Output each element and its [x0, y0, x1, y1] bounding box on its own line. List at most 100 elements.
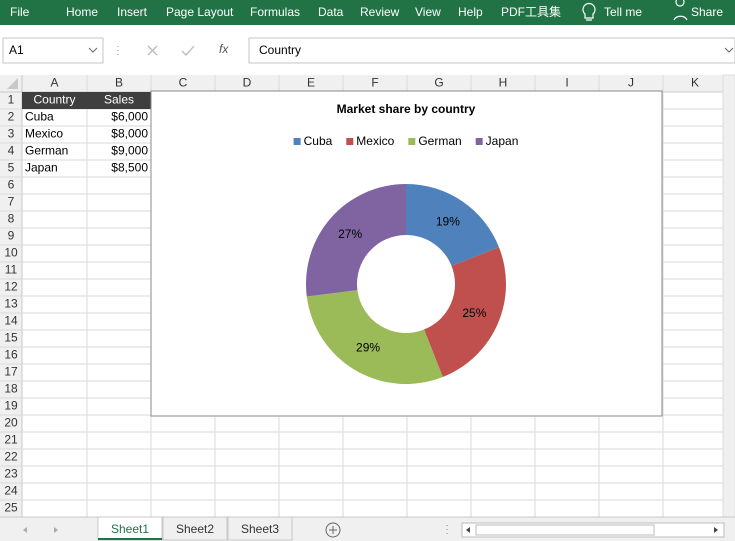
formula-content: Country [259, 43, 301, 57]
column-header[interactable]: I [565, 76, 568, 90]
row-header[interactable]: 16 [4, 348, 18, 362]
cell[interactable]: Cuba [25, 110, 54, 124]
ribbon-tab[interactable]: Data [318, 5, 344, 19]
row-header[interactable]: 12 [4, 280, 18, 294]
scroll-left[interactable] [23, 527, 27, 533]
column-header[interactable]: F [371, 76, 378, 90]
row-header[interactable]: 25 [4, 501, 18, 515]
row-header[interactable]: 20 [4, 416, 18, 430]
formula-input[interactable] [248, 37, 735, 64]
row-header[interactable]: 23 [4, 467, 18, 481]
corner-triangle [7, 78, 18, 89]
ribbon-tab[interactable]: File [10, 5, 30, 19]
legend-label: Mexico [356, 134, 394, 148]
chart-title: Market share by country [337, 102, 476, 116]
share-icon [673, 0, 688, 21]
row-header[interactable]: 18 [4, 382, 18, 396]
ribbon-tab[interactable]: PDF工具集 [501, 4, 561, 19]
data-label: 19% [436, 215, 460, 229]
ribbon-tab[interactable]: Help [458, 5, 483, 19]
legend-swatch [293, 138, 301, 145]
donut-segment[interactable] [424, 247, 506, 377]
row-header[interactable]: 15 [4, 331, 18, 345]
row-header[interactable]: 4 [8, 144, 15, 158]
legend-swatch [475, 138, 483, 145]
ribbon-tab[interactable]: Formulas [250, 5, 300, 19]
row-header[interactable]: 14 [4, 314, 18, 328]
donut-segment[interactable] [306, 184, 406, 297]
cell[interactable]: $8,000 [111, 127, 148, 141]
ribbon-tab[interactable]: Insert [117, 5, 148, 19]
add-sheet-plus [329, 526, 337, 534]
row-header[interactable]: 21 [4, 433, 18, 447]
column-header[interactable]: A [50, 76, 58, 90]
function-icon[interactable]: fx [219, 42, 229, 56]
cell[interactable]: $8,500 [111, 161, 148, 175]
ribbon-tab[interactable]: Page Layout [166, 5, 234, 19]
cell[interactable]: $9,000 [111, 144, 148, 158]
row-header-bg [0, 92, 22, 517]
ribbon-tab[interactable]: View [415, 5, 441, 19]
column-header[interactable]: B [115, 76, 123, 90]
data-label: 25% [462, 306, 486, 320]
column-header[interactable]: D [243, 76, 252, 90]
row-header[interactable]: 7 [8, 195, 15, 209]
row-header[interactable]: 8 [8, 212, 15, 226]
column-header[interactable]: C [179, 76, 188, 90]
column-header[interactable]: H [499, 76, 508, 90]
row-header[interactable]: 3 [8, 127, 15, 141]
add-sheet[interactable] [325, 522, 341, 538]
legend-swatch [408, 138, 416, 145]
name-box[interactable] [2, 37, 104, 64]
row-header[interactable]: 2 [8, 110, 15, 124]
ribbon-bar [0, 0, 735, 25]
row-header[interactable]: 10 [4, 246, 18, 260]
column-header[interactable]: G [434, 76, 443, 90]
table-header: Country [33, 93, 75, 107]
column-header[interactable]: J [628, 76, 634, 90]
donut-segment[interactable] [406, 184, 499, 266]
sheet-tab[interactable] [227, 516, 293, 541]
expand-arrow [724, 47, 734, 53]
legend-swatch [346, 138, 354, 145]
cell[interactable]: German [25, 144, 68, 158]
enter-icon[interactable] [181, 45, 195, 56]
row-header[interactable]: 1 [8, 93, 15, 107]
sheet-tab-label: Sheet1 [111, 522, 149, 536]
column-header[interactable]: E [307, 76, 315, 90]
cell[interactable]: Mexico [25, 127, 63, 141]
row-header[interactable]: 19 [4, 399, 18, 413]
sheet-tab-label: Sheet3 [241, 522, 279, 536]
ribbon-tab[interactable]: Home [66, 5, 98, 19]
cell[interactable]: Japan [25, 161, 58, 175]
row-header[interactable]: 9 [8, 229, 15, 243]
sheet-tab-bar: Sheet1 Sheet2 Sheet3 [0, 516, 735, 541]
tell-me[interactable]: Tell me [604, 5, 642, 19]
row-header[interactable]: 6 [8, 178, 15, 192]
name-box-text: A1 [9, 43, 24, 57]
row-header[interactable]: 5 [8, 161, 15, 175]
row-header[interactable]: 13 [4, 297, 18, 311]
sheet-tab[interactable] [162, 516, 228, 541]
row-header[interactable]: 11 [5, 263, 18, 277]
scroll-right[interactable] [54, 527, 58, 533]
row-header[interactable]: 22 [4, 450, 18, 464]
hscroll-thumb[interactable] [475, 524, 655, 536]
dropdown-arrow [88, 47, 98, 53]
legend-label: German [418, 134, 461, 148]
data-label: 27% [338, 227, 362, 241]
cancel-icon[interactable] [147, 45, 158, 56]
share[interactable]: Share [691, 5, 723, 19]
cell[interactable]: $6,000 [111, 110, 148, 124]
grid: A B C D E F G H I J K12345678910111213141516171819… [0, 74, 735, 518]
donut-segment[interactable] [306, 290, 443, 384]
table-header: Sales [104, 93, 134, 107]
sheet-tab-label: Sheet2 [176, 522, 214, 536]
column-header[interactable]: K [691, 76, 699, 90]
row-header[interactable]: 24 [4, 484, 18, 498]
row-header[interactable]: 17 [4, 365, 18, 379]
legend-label: Japan [486, 134, 519, 148]
ribbon-tab[interactable]: Review [360, 5, 400, 19]
header-bg [0, 75, 723, 92]
